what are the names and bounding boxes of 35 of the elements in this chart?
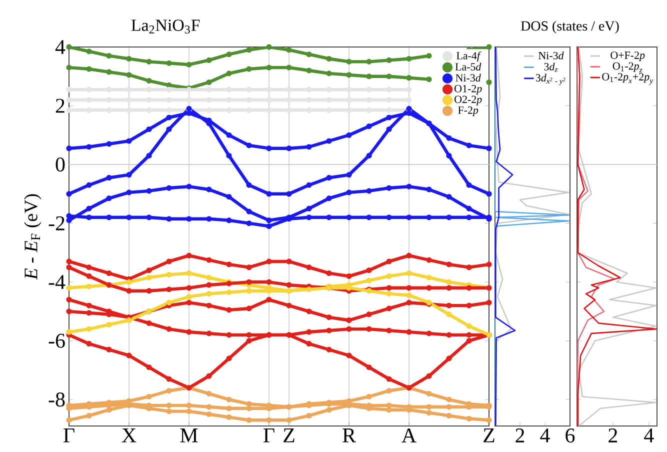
legend-label: $\textrm{3}\textit{d}_{\textit{z}}$ (544, 62, 558, 72)
legend-label: $\textrm{O}_{\textrm{1}}\textrm{-2}\textit{p}_{\textit{x}}\textrm{+2}\textit{p}_{\textit{y}}$ (602, 73, 654, 85)
x-tick-label: M (180, 428, 198, 442)
y-tick-label: -4 (48, 275, 66, 289)
x-tick-label: Z (484, 428, 494, 442)
x-tick-label: R (342, 428, 356, 442)
y-axis-title: E - E$_{F}$ (eV) (24, 194, 42, 280)
legend-label: $\textrm{La-5}\textit{d}$ (455, 62, 482, 71)
y-tick-label: 4 (55, 40, 66, 54)
chart-title: La$_{2}$NiO$_{3}$F (131, 20, 200, 34)
x-tick-label: 6 (566, 428, 575, 443)
y-tick-label: 0 (56, 157, 65, 172)
legend-label: $\textrm{La-4}\textit{f}$ (456, 52, 482, 62)
legend-label: $\textrm{O}_{\textrm{1}}\textrm{-2}\textit{p}_{\textit{z}}$ (612, 62, 642, 72)
x-tick-label: 2 (516, 428, 524, 442)
y-tick-label: 2 (56, 98, 64, 113)
x-tick-label: Γ (64, 428, 74, 442)
y-tick-label: -6 (48, 334, 65, 348)
chart-title: DOS (states / eV) (521, 20, 619, 34)
legend-label: $\textrm{O2-2}\textit{p}$ (454, 96, 482, 106)
legend-label: $\textrm{Ni-3}\textit{d}$ (538, 52, 564, 60)
x-tick-label: 4 (540, 428, 550, 442)
legend-label: $\textrm{O+F-2}\textit{p}$ (610, 52, 645, 62)
legend-label: $\textrm{F-2}\textit{p}$ (458, 106, 478, 116)
x-tick-label: 4 (644, 428, 654, 442)
y-tick-label: -2 (48, 216, 64, 230)
x-tick-label: Z (284, 428, 294, 442)
legend-label: $\textrm{Ni-3}\textit{d}$ (456, 74, 481, 82)
x-tick-label: 2 (608, 428, 618, 442)
legend-label: $\textrm{O1-2}\textit{p}$ (454, 84, 482, 95)
y-tick-label: -8 (48, 392, 65, 407)
x-tick-label: X (122, 428, 136, 442)
x-tick-label: Γ (264, 428, 274, 442)
legend-label: $\textrm{3}\textit{d}_{\textit{x}^{\textrm{2}}\textrm{ - }\textit{y}^{\textrm{2}}}$ (536, 74, 566, 86)
x-tick-label: A (402, 428, 416, 442)
